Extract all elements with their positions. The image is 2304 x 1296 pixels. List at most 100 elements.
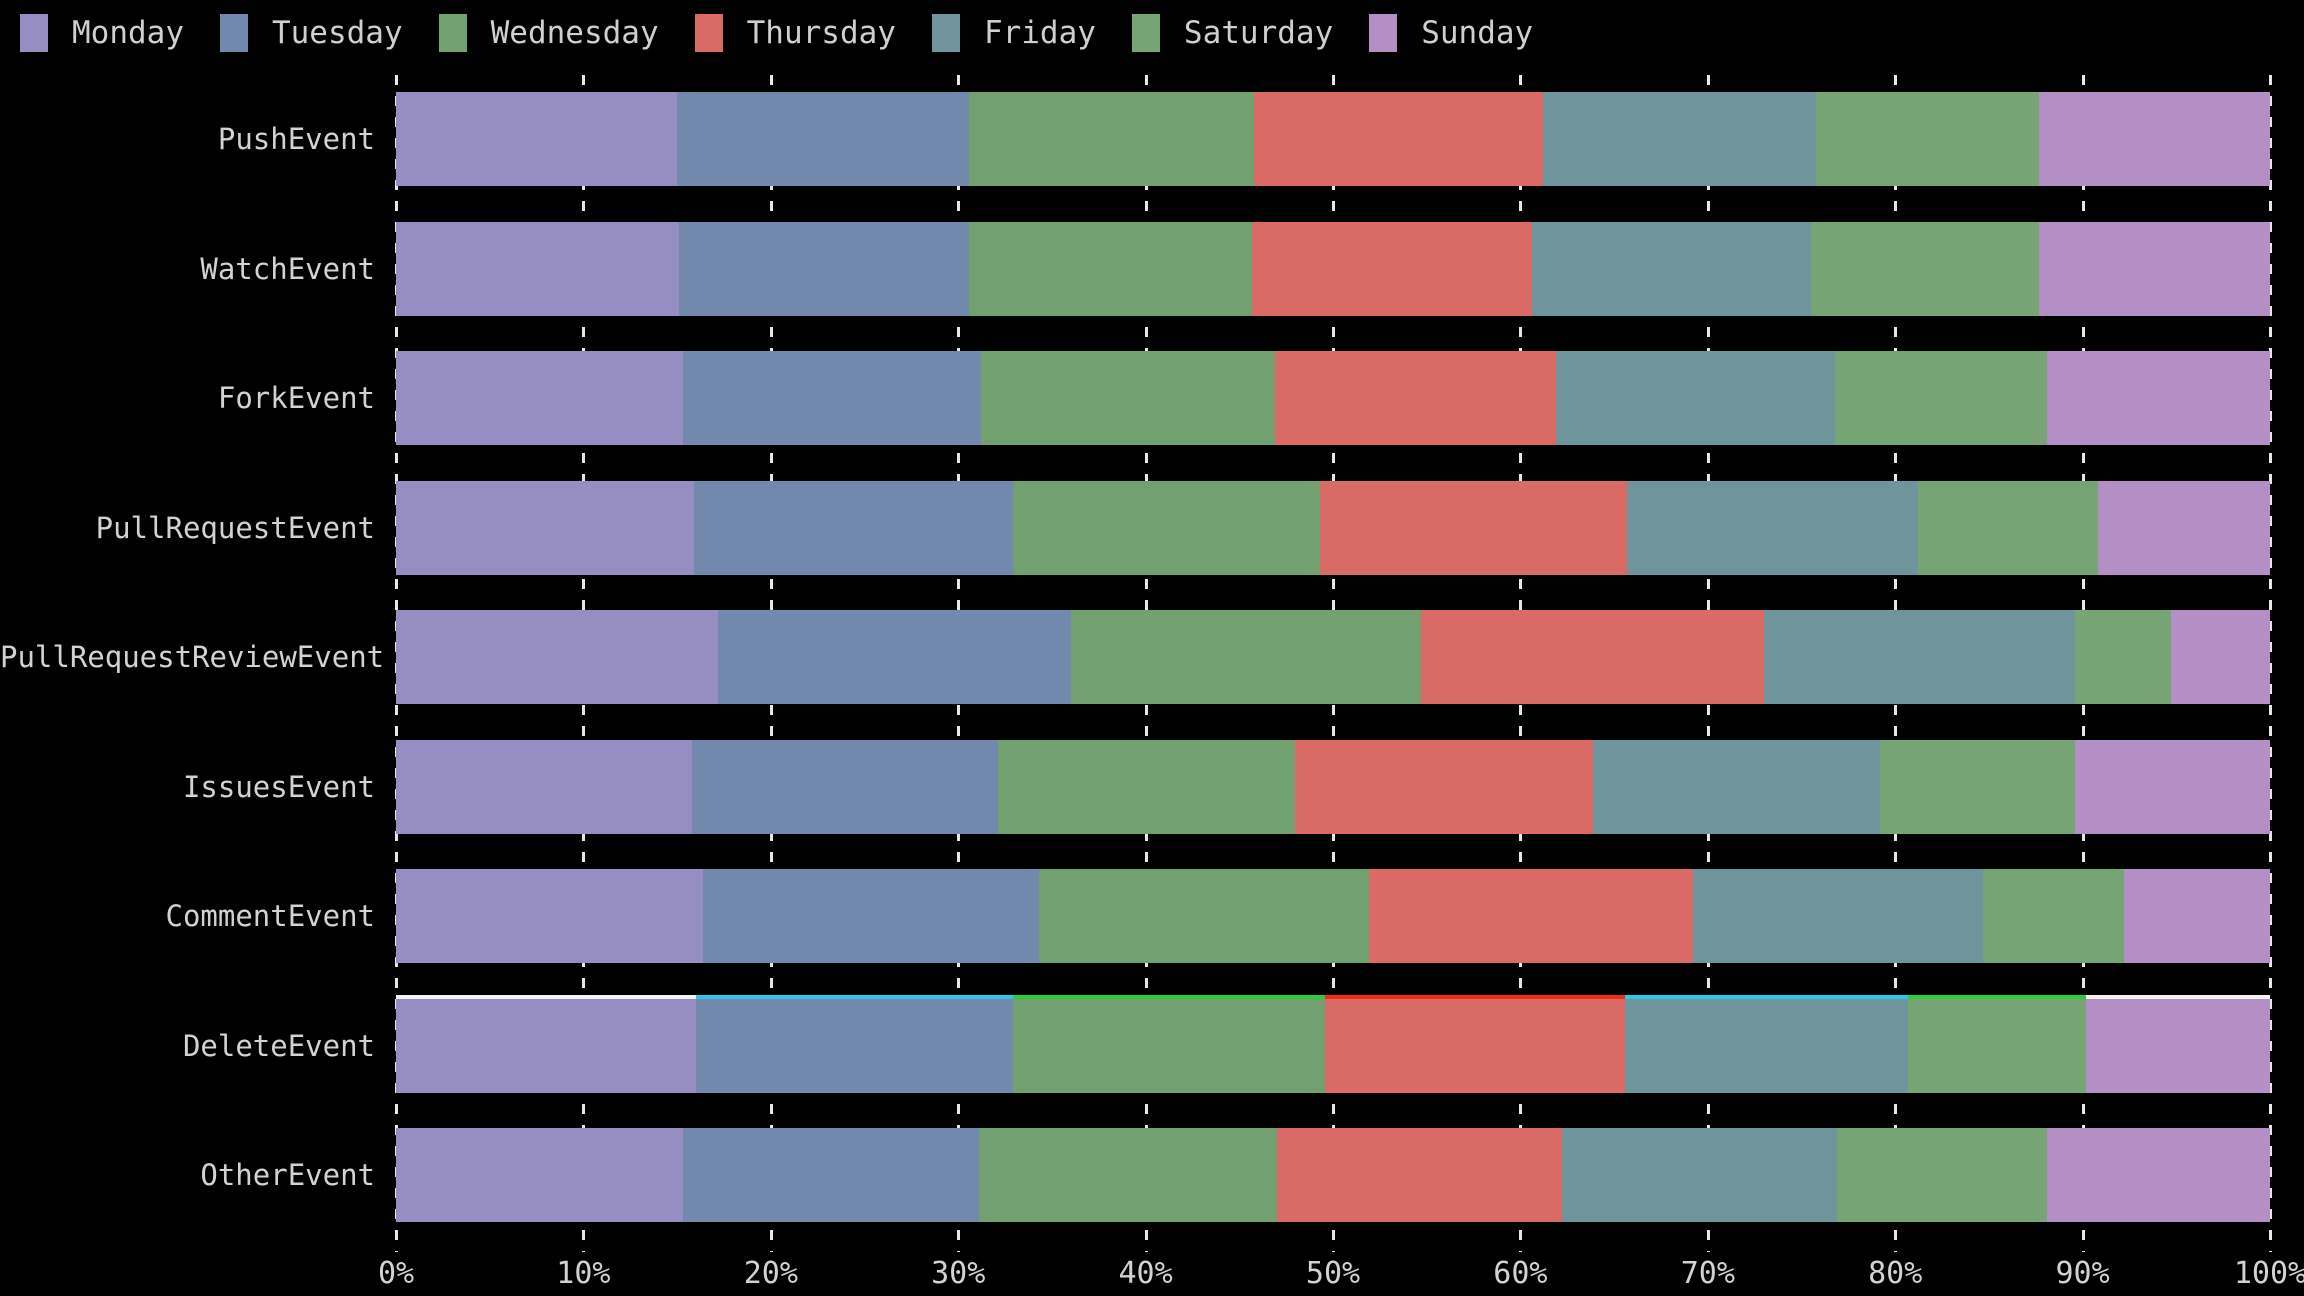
- bar-segment-thursday: [1368, 869, 1693, 963]
- bar-segment-friday: [1763, 610, 2076, 704]
- bar-segment-saturday: [1837, 1128, 2047, 1222]
- bar-segment-tuesday: [695, 999, 1013, 1093]
- bar-segment-friday: [1542, 92, 1817, 186]
- bar-segment-saturday: [1816, 92, 2040, 186]
- bar-segment-friday: [1561, 1128, 1838, 1222]
- bar-segment-thursday: [1319, 481, 1628, 575]
- x-axis-tick-label: 100%: [2233, 1256, 2304, 1291]
- x-axis-tick-label: 30%: [931, 1256, 986, 1291]
- bar-segment-sunday: [2086, 999, 2270, 1093]
- bar-segment-tuesday: [692, 740, 998, 834]
- x-axis-tick-label: 0%: [377, 1256, 415, 1291]
- bar-segment-thursday: [1295, 740, 1594, 834]
- bar-segment-wednesday: [997, 740, 1296, 834]
- legend-label: Wednesday: [490, 15, 659, 51]
- y-axis-label-watchevent: WatchEvent: [200, 252, 375, 286]
- bar-row-forkevent: [396, 351, 2270, 445]
- bar-segment-tuesday: [682, 351, 981, 445]
- bar-segment-sunday: [2097, 481, 2270, 575]
- bar-segment-saturday: [1835, 351, 2047, 445]
- bar-segment-friday: [1593, 740, 1881, 834]
- bar-segment-friday: [1692, 869, 1984, 963]
- bar-segment-saturday: [1908, 999, 2087, 1093]
- bar-segment-tuesday: [693, 481, 1013, 575]
- legend-swatch-monday: [20, 14, 48, 52]
- legend-label: Thursday: [746, 15, 896, 51]
- y-axis-label-pullrequestreviewevent: PullRequestReviewEvent: [0, 640, 385, 674]
- bar-segment-tuesday: [703, 869, 1039, 963]
- bar-segment-tuesday: [718, 610, 1071, 704]
- bar-segment-sunday: [2046, 351, 2270, 445]
- bar-row-deleteevent: [396, 999, 2270, 1093]
- legend-item-friday: Friday: [931, 14, 1096, 52]
- bar-segment-sunday: [2075, 740, 2270, 834]
- legend-item-sunday: Sunday: [1369, 14, 1533, 52]
- bar-segment-monday: [396, 999, 696, 1093]
- y-axis-label-pullrequestevent: PullRequestEvent: [95, 511, 375, 545]
- highlight-edge-segment: [2086, 995, 2270, 999]
- x-axis-tick-label: 10%: [556, 1256, 611, 1291]
- bar-segment-wednesday: [1070, 610, 1422, 704]
- bar-segment-friday: [1555, 351, 1836, 445]
- legend-swatch-sunday: [1369, 14, 1398, 52]
- highlight-edge-segment: [695, 995, 1013, 999]
- legend-label: Tuesday: [271, 15, 403, 51]
- bar-segment-wednesday: [1012, 481, 1320, 575]
- legend-label: Sunday: [1421, 15, 1534, 51]
- bar-segment-thursday: [1276, 1128, 1562, 1222]
- legend-swatch-wednesday: [438, 14, 467, 52]
- x-axis-tick-label: 20%: [743, 1256, 798, 1291]
- x-axis-tick-label: 50%: [1305, 1256, 1361, 1291]
- highlight-edge-segment: [1908, 995, 2087, 999]
- bar-segment-sunday: [2170, 610, 2270, 704]
- bar-segment-friday: [1627, 481, 1918, 575]
- bar-row-commentevent: [396, 869, 2270, 963]
- x-axis-tick-label: 80%: [1868, 1256, 1923, 1291]
- x-axis-tick-label: 70%: [1680, 1256, 1735, 1291]
- highlight-edge-segment: [396, 995, 696, 999]
- x-axis-tick-label: 90%: [2055, 1256, 2110, 1291]
- bar-segment-sunday: [2046, 1128, 2270, 1222]
- y-axis-label-otherevent: OtherEvent: [200, 1158, 375, 1192]
- bar-segment-wednesday: [1038, 869, 1369, 963]
- bar-segment-monday: [396, 869, 704, 963]
- y-axis-label-forkevent: ForkEvent: [217, 381, 375, 415]
- legend-swatch-thursday: [694, 14, 723, 52]
- y-axis-label-issuesevent: IssuesEvent: [182, 770, 375, 804]
- legend-item-thursday: Thursday: [694, 14, 896, 52]
- bar-segment-tuesday: [677, 92, 970, 186]
- bar-segment-sunday: [2039, 92, 2270, 186]
- legend-item-tuesday: Tuesday: [219, 14, 403, 52]
- highlight-edge-segment: [1625, 995, 1909, 999]
- bar-segment-wednesday: [980, 351, 1275, 445]
- bar-segment-monday: [396, 351, 683, 445]
- bar-segment-monday: [396, 481, 694, 575]
- highlight-edge-segment: [1012, 995, 1326, 999]
- legend-swatch-saturday: [1131, 14, 1160, 52]
- bar-segment-sunday: [2039, 222, 2270, 316]
- bar-segment-monday: [396, 92, 678, 186]
- bar-row-pullrequestevent: [396, 481, 2270, 575]
- bar-segment-friday: [1625, 999, 1909, 1093]
- bar-segment-monday: [396, 610, 719, 704]
- bar-segment-saturday: [2075, 610, 2171, 704]
- bar-segment-thursday: [1325, 999, 1626, 1093]
- bar-segment-saturday: [1983, 869, 2124, 963]
- bar-segment-thursday: [1421, 610, 1764, 704]
- legend-label: Friday: [983, 15, 1096, 51]
- bar-segment-monday: [396, 222, 679, 316]
- bar-segment-thursday: [1252, 222, 1532, 316]
- bar-row-otherevent: [396, 1128, 2270, 1222]
- legend: Monday Tuesday Wednesday Thursday Friday Satu…: [20, 14, 1569, 52]
- highlight-edge-segment: [1325, 995, 1626, 999]
- bar-segment-friday: [1531, 222, 1811, 316]
- bar-segment-tuesday: [678, 222, 970, 316]
- bar-segment-sunday: [2123, 869, 2270, 963]
- legend-item-wednesday: Wednesday: [438, 14, 659, 52]
- bar-row-pullrequestreviewevent: [396, 610, 2270, 704]
- bar-row-watchevent: [396, 222, 2270, 316]
- bar-segment-thursday: [1254, 92, 1543, 186]
- legend-swatch-friday: [931, 14, 960, 52]
- x-axis-tick-label: 60%: [1493, 1256, 1548, 1291]
- bar-segment-thursday: [1274, 351, 1556, 445]
